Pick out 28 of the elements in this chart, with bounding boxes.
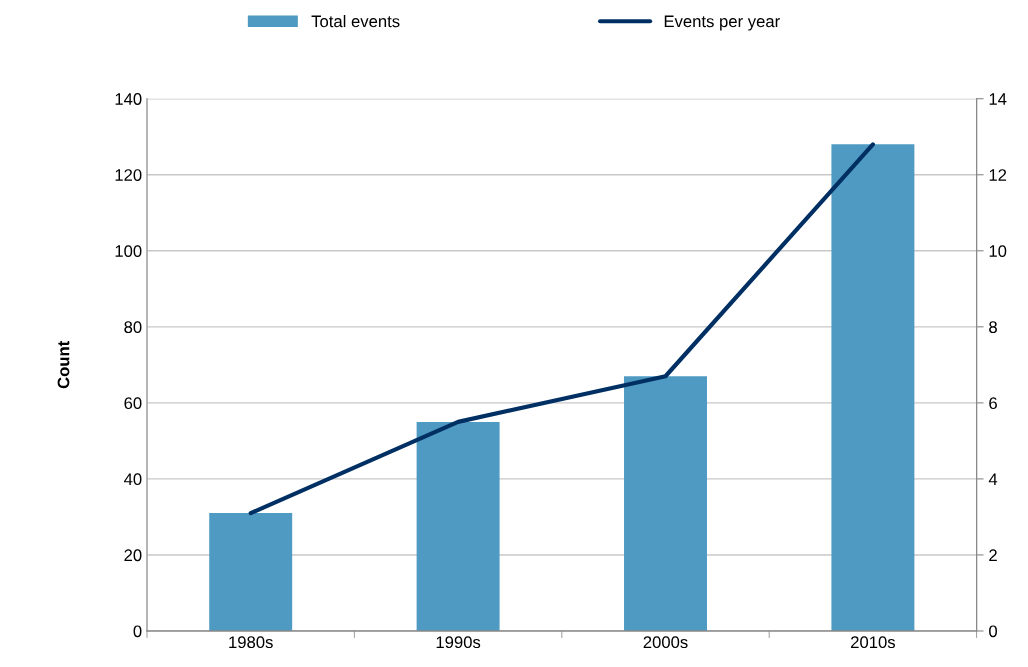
y2-tick-label: 14 [989, 93, 1007, 105]
y2-tick-label: 8 [989, 321, 997, 334]
bar [624, 376, 707, 631]
bar [209, 513, 293, 631]
bar [416, 421, 500, 631]
y2-tick-label: 12 [989, 169, 1007, 181]
y-tick-label: 100 [115, 245, 142, 257]
bar [831, 144, 915, 631]
y-tick-label: 20 [124, 549, 142, 562]
x-tick-label: 1990s [436, 636, 481, 649]
y2-tick-label: 4 [988, 473, 998, 485]
line-series [248, 142, 875, 516]
legend-label: Total events [311, 15, 400, 28]
y2-tick-label: 10 [989, 245, 1007, 257]
y-tick-label: 140 [115, 93, 142, 105]
y-tick-label: 120 [115, 169, 142, 181]
x-tick-label: 2010s [851, 636, 896, 649]
y-axis-title: Count [57, 340, 70, 389]
y2-tick-label: 6 [989, 397, 997, 410]
legend-label: Events per year [664, 15, 780, 31]
y-tick-label: 80 [124, 321, 142, 334]
x-tick-label: 1980s [229, 636, 273, 649]
x-tick-label: 2000s [643, 636, 688, 649]
y-tick-label: 0 [133, 625, 142, 638]
y-tick-label: 40 [123, 473, 142, 486]
y-tick-label: 60 [124, 397, 142, 410]
y2-tick-label: 0 [989, 625, 998, 638]
y2-tick-label: 2 [989, 549, 997, 561]
